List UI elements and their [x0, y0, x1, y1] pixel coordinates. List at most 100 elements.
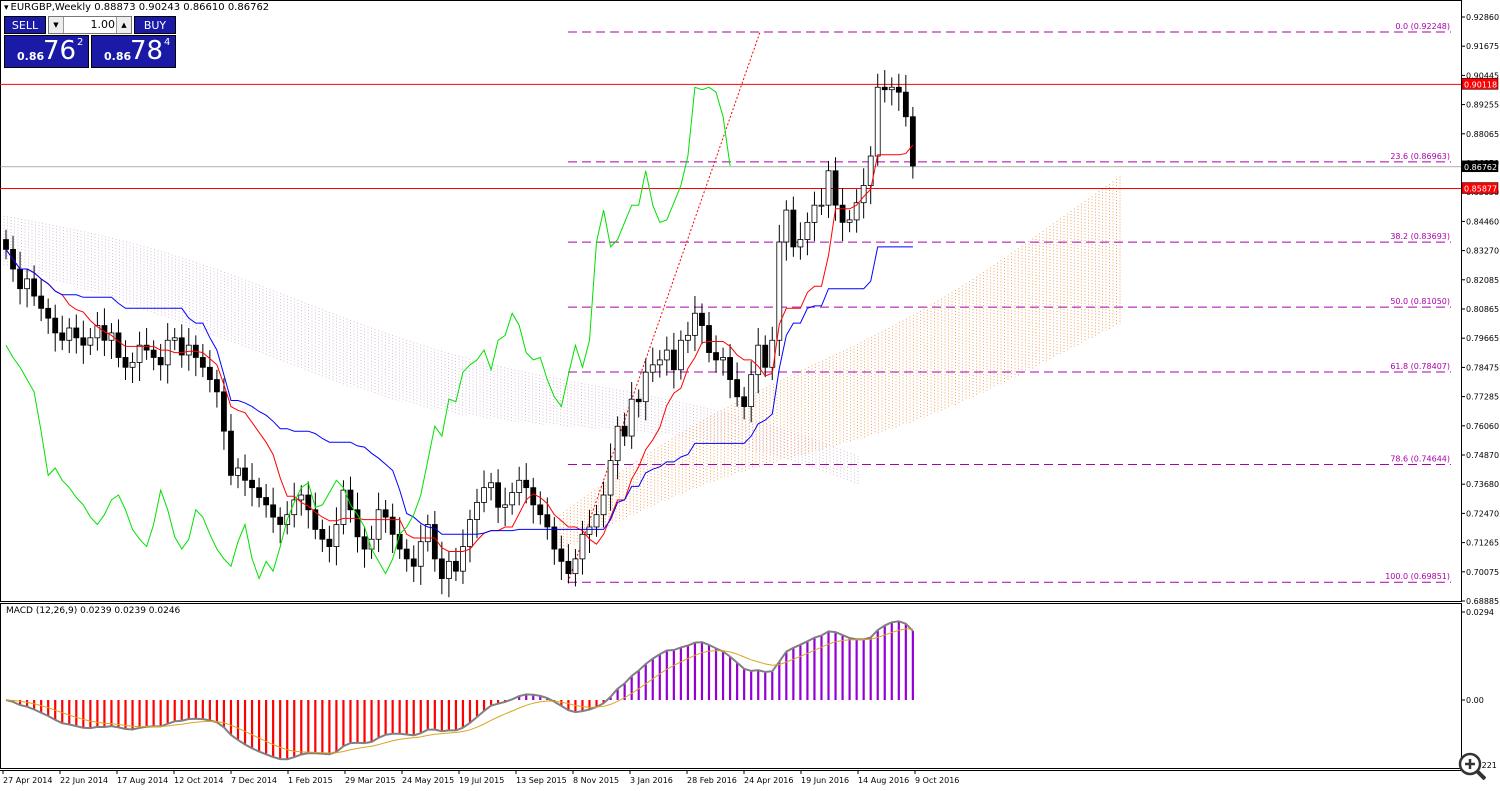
candle-body [523, 479, 530, 489]
candle-body [727, 357, 733, 380]
candle-body [614, 425, 621, 462]
candle-body [249, 479, 255, 489]
candle-body [59, 332, 66, 341]
candle-body [270, 504, 277, 518]
fibonacci-level-label: 78.6 (0.74644) [1390, 454, 1450, 463]
candle-body [846, 219, 853, 223]
candle-body [811, 204, 818, 223]
sell-quote-pips: 76 [43, 36, 77, 66]
sell-quote-fraction: 2 [77, 37, 84, 48]
time-tick-label: 1 Feb 2015 [288, 776, 333, 785]
price-tag-low-box [1461, 182, 1499, 194]
candle-body [832, 170, 839, 206]
candle-body [874, 86, 881, 157]
candle-body [642, 371, 649, 403]
candle-body [720, 357, 726, 361]
candle-body [206, 366, 213, 380]
price-tick-label: 0.68885 [1466, 597, 1499, 606]
candle-body [263, 497, 270, 506]
lot-size-value[interactable]: 1.00 [90, 18, 116, 31]
lot-size-field[interactable]: ▼ 1.00 ▲ [48, 16, 132, 34]
price-tick-label: 0.76060 [1466, 422, 1499, 431]
time-tick-label: 27 Apr 2014 [3, 776, 52, 785]
candle-body [579, 533, 586, 560]
candle-body [537, 504, 544, 516]
candle-body [495, 482, 502, 508]
time-tick-label: 3 Jan 2016 [630, 776, 673, 785]
fibonacci-level-label: 61.8 (0.78407) [1390, 362, 1450, 371]
symbol-timeframe: EURGBP,Weekly [10, 2, 92, 13]
candle-body [178, 337, 185, 356]
macd-indicator-label: MACD (12,26,9) 0.0239 0.0239 0.0246 [6, 606, 181, 616]
sell-quote[interactable]: 0.86 76 2 [4, 35, 89, 68]
macd-axis-label: 0.00 [1466, 696, 1484, 705]
time-tick-label: 7 Dec 2014 [231, 776, 277, 785]
candle-body [649, 364, 656, 373]
price-tick-label: 0.78475 [1466, 363, 1499, 372]
price-tag-current-box [1461, 160, 1499, 173]
candle-body [115, 332, 122, 358]
price-tick-label: 0.92860 [1466, 13, 1499, 22]
candle-body [122, 357, 129, 368]
time-tick-label: 24 May 2015 [402, 776, 454, 785]
candle-body [586, 526, 593, 535]
candle-body [593, 514, 600, 528]
sell-button[interactable]: SELL [4, 16, 46, 34]
candle-body [748, 374, 755, 407]
price-tick-label: 0.88065 [1466, 130, 1499, 139]
buy-button[interactable]: BUY [134, 16, 176, 34]
candle-body [52, 317, 59, 334]
macd-axis-label: 0.0294 [1466, 608, 1494, 617]
price-tick-label: 0.84460 [1466, 217, 1499, 226]
candle-body [692, 312, 698, 336]
chart-title: ▾ EURGBP,Weekly 0.88873 0.90243 0.86610 0… [4, 2, 269, 13]
candle-body [530, 487, 537, 506]
time-tick-label: 29 Mar 2015 [345, 776, 396, 785]
candle-body [706, 325, 712, 353]
candle-body [445, 560, 452, 579]
candle-body [305, 494, 312, 511]
candle-body [298, 494, 305, 501]
buy-quote[interactable]: 0.86 78 4 [91, 35, 176, 68]
candle-body [607, 460, 614, 496]
candle-body [389, 516, 396, 535]
fibonacci-level-label: 0.0 (0.92248) [1395, 22, 1450, 31]
candle-body [3, 239, 9, 250]
candle-body [509, 492, 516, 506]
candle-body [157, 357, 164, 366]
candle-body [319, 529, 326, 540]
candle-body [474, 501, 480, 520]
buy-quote-prefix: 0.86 [104, 50, 132, 63]
price-tick-label: 0.71265 [1466, 539, 1499, 548]
macd-signal-line [5, 628, 913, 754]
candle-body [902, 91, 909, 118]
candle-body [312, 509, 319, 530]
sell-quote-prefix: 0.86 [17, 50, 45, 63]
candle-body [663, 349, 670, 361]
fibonacci-level-label: 23.6 (0.86963) [1390, 152, 1450, 161]
price-tick-label: 0.77285 [1466, 393, 1499, 402]
candle-body [713, 352, 719, 361]
fibonacci-trendline [567, 31, 761, 583]
lot-increase-icon[interactable]: ▲ [116, 17, 131, 33]
candle-body [895, 86, 902, 93]
time-tick-label: 12 Oct 2014 [174, 776, 223, 785]
candle-body [888, 86, 895, 91]
candle-body [438, 558, 445, 579]
candle-body [488, 482, 494, 489]
triangle-down-icon[interactable]: ▾ [4, 3, 9, 13]
candle-body [24, 278, 30, 290]
lot-decrease-icon[interactable]: ▼ [49, 17, 64, 33]
price-tag-low: 0.85877 [1464, 185, 1497, 194]
candle-body [818, 204, 825, 207]
candle-body [790, 209, 797, 248]
candle-body [467, 519, 473, 548]
price-tick-label: 0.73680 [1466, 480, 1499, 489]
tenkan-sen-line [5, 144, 914, 552]
candle-body [354, 509, 361, 538]
fibonacci-level-label: 100.0 (0.69851) [1385, 572, 1450, 581]
candle-body [881, 86, 888, 91]
magnifier-zoom-icon[interactable] [1458, 752, 1486, 780]
candle-body [797, 239, 804, 248]
